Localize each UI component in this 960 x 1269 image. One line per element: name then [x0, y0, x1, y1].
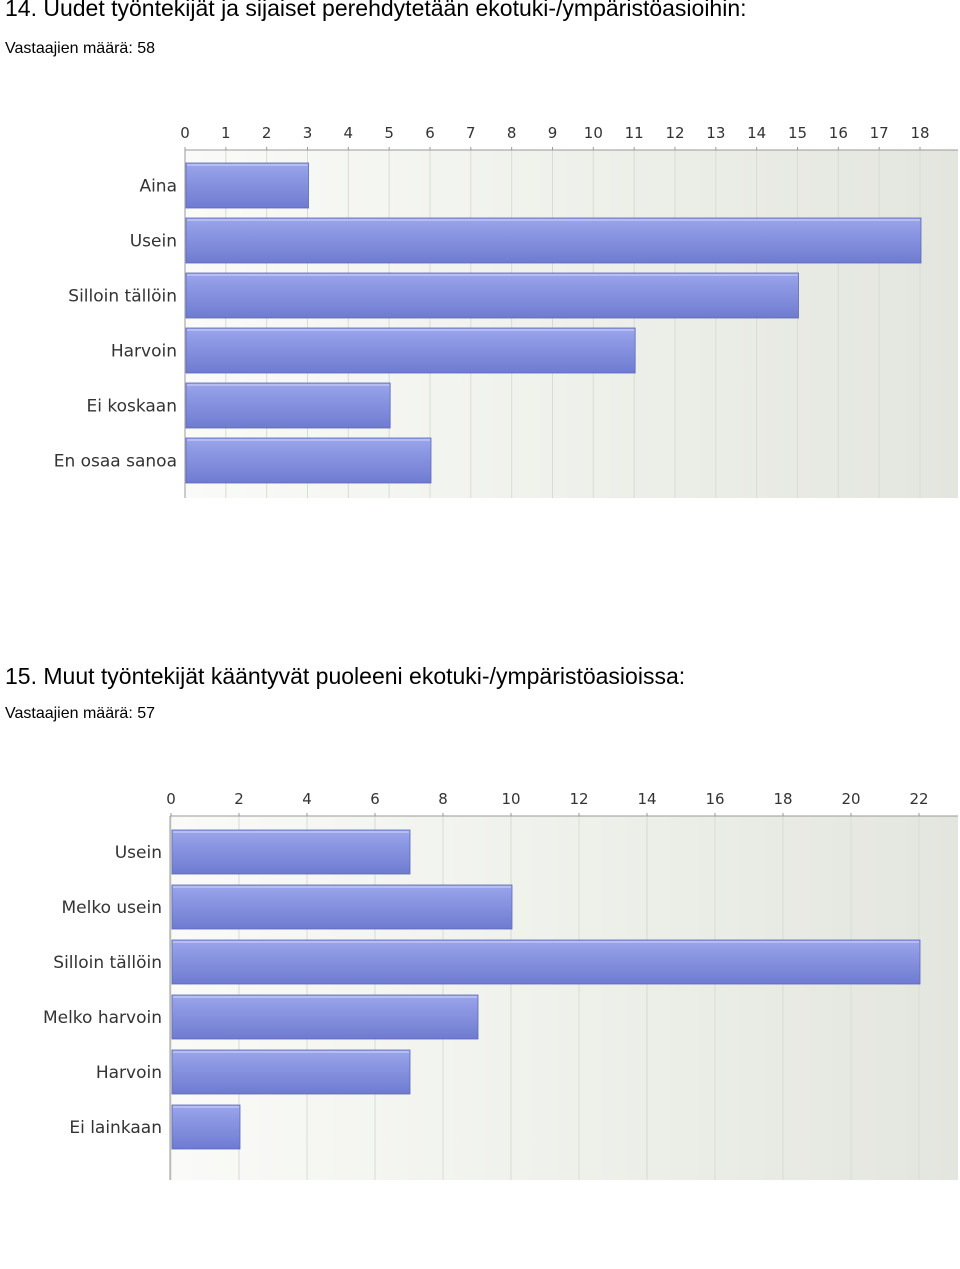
x-tick-label: 2	[262, 124, 272, 142]
bar	[185, 382, 391, 429]
bar-highlight	[173, 996, 477, 998]
bar-highlight	[173, 941, 919, 943]
x-tick-label: 7	[466, 124, 476, 142]
x-tick-label: 6	[425, 124, 435, 142]
x-tick-label: 2	[234, 790, 244, 808]
x-tick-label: 0	[166, 790, 176, 808]
category-label: Aina	[139, 177, 177, 197]
bar-highlight	[187, 384, 390, 386]
x-tick-label: 14	[637, 790, 656, 808]
question-15: 15. Muut työntekijät kääntyvät puoleeni …	[0, 660, 960, 1180]
x-tick-label: 1	[221, 124, 231, 142]
x-tick-label: 16	[705, 790, 724, 808]
x-tick-label: 15	[788, 124, 807, 142]
bar-chart-q15: 0 2 4 6 8 10 12 14 16 18 20 22 Usein Melko usein Sillo…	[43, 790, 958, 1180]
bar	[185, 327, 636, 374]
category-label: Harvoin	[111, 342, 177, 362]
x-tick-label: 3	[303, 124, 313, 142]
x-tick-label: 10	[584, 124, 603, 142]
bar	[185, 272, 799, 319]
x-tick-label: 8	[507, 124, 517, 142]
x-tick-label: 17	[870, 124, 889, 142]
x-tick-label: 4	[302, 790, 312, 808]
question-14: 14. Uudet työntekijät ja sijaiset perehd…	[0, 0, 960, 560]
x-tick-label: 5	[384, 124, 394, 142]
x-tick-label: 11	[625, 124, 644, 142]
category-label: Ei lainkaan	[69, 1118, 162, 1138]
category-label: Usein	[115, 843, 162, 863]
bar-highlight	[187, 439, 430, 441]
x-tick-label: 6	[370, 790, 380, 808]
respondent-count: Vastaajien määrä: 57	[5, 705, 156, 722]
x-tick-label: 8	[438, 790, 448, 808]
category-label: En osaa sanoa	[54, 452, 177, 472]
category-label: Silloin tällöin	[53, 953, 162, 973]
x-tick-label: 12	[665, 124, 684, 142]
category-label: Usein	[130, 232, 177, 252]
bar-highlight	[187, 219, 920, 221]
category-label: Ei koskaan	[86, 397, 177, 417]
bar-highlight	[187, 164, 308, 166]
x-tick-label: 14	[747, 124, 766, 142]
bar-highlight	[187, 329, 635, 331]
bar-highlight	[173, 1051, 409, 1053]
x-tick-label: 22	[909, 790, 928, 808]
x-tick-label: 10	[501, 790, 520, 808]
x-tick-label: 4	[344, 124, 354, 142]
bar-highlight	[173, 831, 409, 833]
bar-highlight	[187, 274, 798, 276]
question-title: 15. Muut työntekijät kääntyvät puoleeni …	[5, 663, 686, 689]
x-tick-label: 18	[910, 124, 929, 142]
bar	[171, 884, 513, 930]
category-label: Harvoin	[96, 1063, 162, 1083]
x-tick-label: 13	[706, 124, 725, 142]
bar-highlight	[173, 1106, 239, 1108]
bar	[171, 1049, 411, 1095]
bar-highlight	[173, 886, 511, 888]
bar	[185, 217, 922, 264]
respondent-count: Vastaajien määrä: 58	[5, 40, 156, 57]
category-label: Melko usein	[62, 898, 162, 918]
question-title: 14. Uudet työntekijät ja sijaiset perehd…	[5, 0, 747, 21]
x-tick-label: 16	[829, 124, 848, 142]
bar	[171, 939, 921, 985]
bar	[185, 437, 432, 484]
x-tick-label: 18	[773, 790, 792, 808]
bar	[171, 994, 479, 1040]
bar-chart-q14: 0 1 2 3 4 5 6 7 8 9 10 11 12 13 14 15 16 17 18AinaUseinSil…	[54, 124, 958, 498]
bar	[171, 1104, 241, 1150]
category-label: Silloin tällöin	[68, 287, 177, 307]
x-tick-label: 20	[841, 790, 860, 808]
x-tick-label: 12	[569, 790, 588, 808]
category-label: Melko harvoin	[43, 1008, 162, 1028]
bar	[185, 162, 309, 209]
x-tick-label: 0	[180, 124, 190, 142]
x-tick-label: 9	[548, 124, 558, 142]
bar	[171, 829, 411, 875]
